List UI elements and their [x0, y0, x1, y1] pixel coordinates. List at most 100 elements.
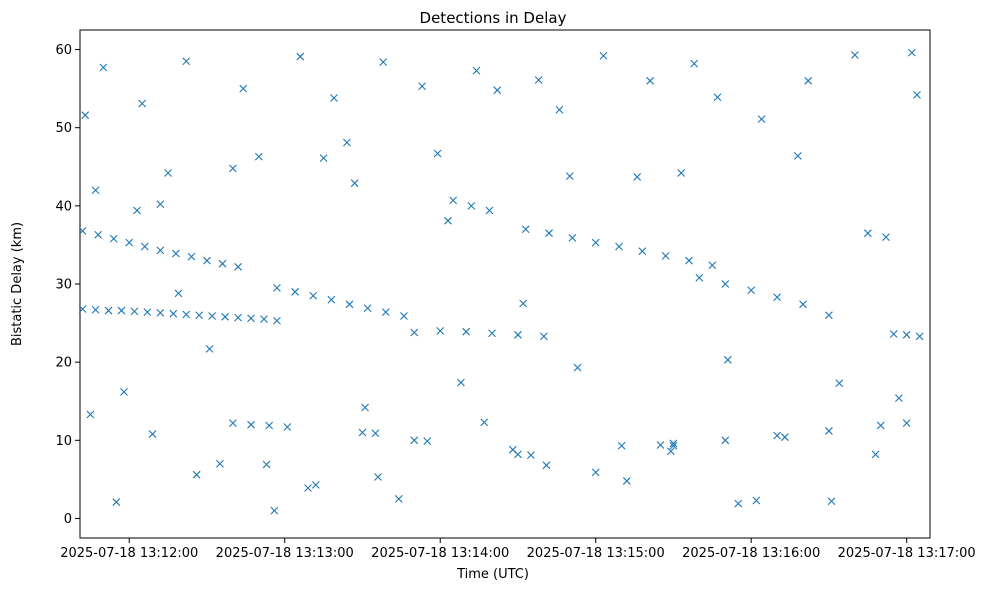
data-point	[91, 305, 100, 314]
data-point	[793, 151, 802, 160]
data-point	[773, 431, 781, 440]
data-point	[394, 495, 403, 503]
data-point	[109, 234, 118, 243]
data-point	[902, 419, 911, 428]
data-point	[721, 280, 730, 288]
data-point	[125, 238, 134, 247]
data-point	[542, 461, 551, 470]
data-point	[112, 498, 121, 506]
data-point	[573, 363, 582, 372]
y-tick-label: 0	[64, 512, 72, 527]
data-point	[260, 315, 268, 324]
data-point	[143, 308, 152, 317]
data-point	[747, 286, 756, 295]
data-point	[133, 206, 141, 215]
data-point	[827, 497, 836, 506]
data-point	[713, 93, 722, 102]
data-point	[410, 328, 419, 337]
data-point	[86, 410, 95, 419]
y-tick-label: 30	[55, 278, 72, 293]
data-point	[309, 291, 318, 300]
data-point	[666, 447, 675, 456]
data-point	[423, 437, 432, 445]
data-point	[229, 419, 237, 428]
data-point	[130, 307, 139, 316]
data-point	[91, 186, 100, 195]
y-tick-label: 60	[55, 43, 72, 58]
data-point	[400, 312, 408, 320]
data-point	[599, 51, 608, 60]
data-points	[78, 48, 924, 515]
data-point	[140, 242, 149, 251]
data-point	[514, 330, 522, 339]
data-point	[78, 305, 87, 313]
x-axis-ticks: 2025-07-18 13:12:00 2025-07-18 13:13:00 20…	[60, 538, 976, 561]
data-point	[907, 48, 916, 57]
x-tick-label: 2025-07-18 13:15:00	[527, 546, 665, 561]
data-point	[345, 300, 354, 309]
data-point	[545, 229, 553, 238]
data-point	[265, 421, 274, 430]
data-point	[174, 289, 183, 298]
data-point	[291, 287, 299, 296]
data-point	[555, 105, 564, 114]
data-point	[164, 169, 172, 177]
data-point	[234, 313, 242, 322]
data-point	[205, 344, 214, 353]
data-point	[156, 246, 165, 255]
data-point	[508, 445, 517, 454]
data-point	[646, 76, 655, 85]
data-point	[319, 154, 328, 163]
data-point	[138, 99, 147, 108]
data-point	[273, 316, 281, 325]
data-point	[685, 256, 693, 265]
data-point	[182, 57, 191, 66]
data-point	[195, 311, 204, 320]
data-point	[656, 441, 665, 449]
data-point	[247, 314, 255, 323]
data-point	[449, 196, 458, 205]
data-point	[804, 76, 813, 85]
data-point	[156, 200, 165, 209]
data-point	[457, 378, 465, 387]
data-point	[218, 259, 227, 268]
data-point	[156, 309, 165, 317]
data-point	[889, 330, 898, 338]
y-tick-label: 40	[55, 199, 72, 214]
data-point	[521, 225, 530, 234]
data-point	[915, 332, 924, 341]
data-point	[895, 394, 903, 402]
data-point	[622, 477, 631, 485]
y-axis-label: Bistatic Delay (km)	[10, 222, 25, 346]
data-point	[254, 152, 263, 161]
data-point	[296, 52, 305, 61]
data-point	[752, 496, 761, 505]
data-point	[94, 230, 103, 239]
data-point	[617, 441, 626, 450]
data-point	[182, 310, 191, 319]
data-point	[677, 169, 686, 177]
data-point	[343, 138, 351, 147]
data-point	[757, 115, 766, 123]
data-point	[565, 172, 574, 181]
data-point	[273, 284, 281, 292]
data-point	[433, 149, 442, 158]
data-point	[208, 312, 217, 320]
data-point	[669, 441, 678, 450]
data-point	[568, 234, 577, 242]
data-point	[436, 327, 445, 335]
data-point	[371, 429, 380, 438]
data-point	[229, 164, 237, 173]
y-axis-ticks: 0 10 20 30 40 50 60	[55, 43, 80, 527]
data-point	[330, 94, 338, 102]
plot-area	[79, 29, 931, 539]
data-point	[835, 379, 844, 388]
data-point	[472, 66, 481, 75]
data-point	[773, 293, 781, 302]
data-point	[361, 403, 369, 412]
data-point	[148, 430, 157, 438]
data-point	[734, 499, 743, 508]
data-point	[695, 273, 704, 282]
data-point	[104, 306, 113, 315]
data-point	[270, 506, 279, 515]
